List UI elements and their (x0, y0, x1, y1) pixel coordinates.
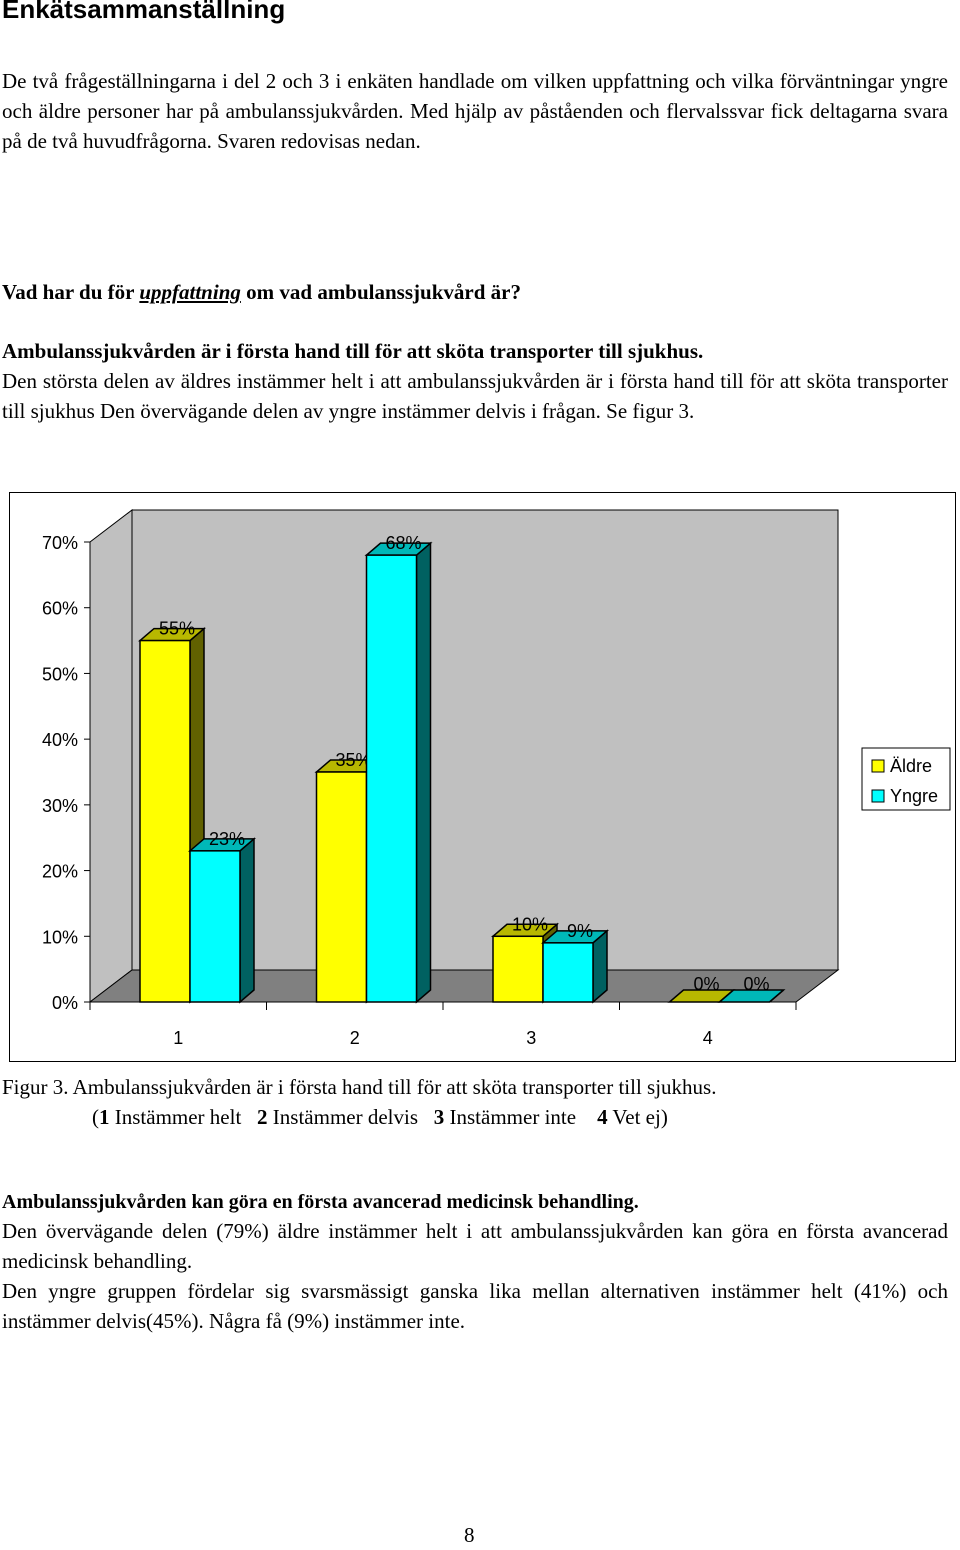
legend-label: Yngre (890, 786, 938, 806)
legend-text-3: Instämmer inte (444, 1105, 577, 1129)
figure-legend-line: (1 Instämmer helt 2 Instämmer delvis 3 I… (92, 1102, 668, 1132)
bar-chart: 0%10%20%30%40%50%60%70%155%23%235%68%310… (9, 492, 956, 1062)
data-label: 9% (567, 921, 593, 941)
legend-text-4: Vet ej) (607, 1105, 668, 1129)
data-label: 10% (512, 914, 548, 934)
legend-text-2: Instämmer delvis (267, 1105, 419, 1129)
y-tick-label: 50% (42, 664, 78, 684)
x-tick-label: 1 (173, 1028, 183, 1048)
figure-label: Figur 3. (2, 1075, 69, 1099)
data-label: 68% (385, 533, 421, 553)
bar-yngre-2 (365, 554, 418, 1003)
data-label: 35% (335, 750, 371, 770)
section1-statement: Ambulanssjukvården är i första hand till… (2, 339, 704, 363)
bar-yngre-3 (542, 942, 594, 1003)
y-tick-label: 0% (52, 993, 78, 1013)
figure-3-chart: 0% 10% 20% 30% 40% 50% 60% 70% 1 55% 23% 2 35% 68% 3 10… (0, 492, 960, 1064)
bar-äldre-3 (492, 935, 544, 1003)
x-tick-label: 3 (526, 1028, 536, 1048)
side-wall (89, 508, 133, 1004)
bar-yngre-1 (189, 850, 241, 1003)
x-tick-label: 2 (350, 1028, 360, 1048)
data-label: 0% (743, 974, 769, 994)
page-heading: Enkätsammanställning (2, 0, 286, 24)
figure-caption-text: Ambulanssjukvården är i första hand till… (68, 1075, 717, 1099)
data-label: 23% (209, 829, 245, 849)
bar-side-face (415, 541, 432, 1004)
y-tick-label: 40% (42, 730, 78, 750)
question-emphasis: uppfattning (139, 280, 241, 304)
question-before: Vad har du för (2, 280, 140, 304)
legend-num-3: 3 (433, 1105, 445, 1129)
legend-swatch (871, 789, 885, 803)
legend-num-2: 2 (257, 1105, 268, 1129)
question-heading: Vad har du för uppfattning om vad ambula… (2, 277, 521, 307)
section2-statement: Ambulanssjukvården kan göra en första av… (2, 1191, 639, 1213)
legend-text-1: Instämmer helt (109, 1105, 242, 1129)
intro-paragraph: De två frågeställningarna i del 2 och 3 … (2, 69, 948, 153)
bar-side-face (239, 837, 255, 1004)
data-label: 0% (693, 974, 719, 994)
page-number: 8 (464, 1523, 475, 1547)
data-label: 55% (159, 619, 195, 639)
section2-para2: Den yngre gruppen fördelar sig svarsmäss… (2, 1279, 948, 1333)
y-tick-label: 70% (42, 533, 78, 553)
bar-top-face (717, 989, 786, 1003)
legend-num-4: 4 (597, 1105, 608, 1129)
y-tick-label: 10% (42, 927, 78, 947)
legend-num-1: 1 (99, 1105, 110, 1129)
figure-caption: Figur 3. Ambulanssjukvården är i första … (2, 1072, 716, 1102)
bar-äldre-2 (315, 771, 368, 1003)
open-paren: ( (92, 1105, 99, 1129)
y-tick-label: 30% (42, 796, 78, 816)
question-after: om vad ambulanssjukvård är? (240, 280, 521, 304)
legend-label: Äldre (890, 756, 932, 776)
bar-äldre-1 (139, 639, 191, 1003)
legend-swatch (871, 759, 885, 773)
y-tick-label: 20% (42, 862, 78, 882)
y-tick-label: 60% (42, 599, 78, 619)
x-tick-label: 4 (703, 1028, 713, 1048)
section2-para1: Den övervägande delen (79%) äldre instäm… (2, 1219, 948, 1273)
section1-body: Den största delen av äldres instämmer he… (2, 369, 948, 423)
